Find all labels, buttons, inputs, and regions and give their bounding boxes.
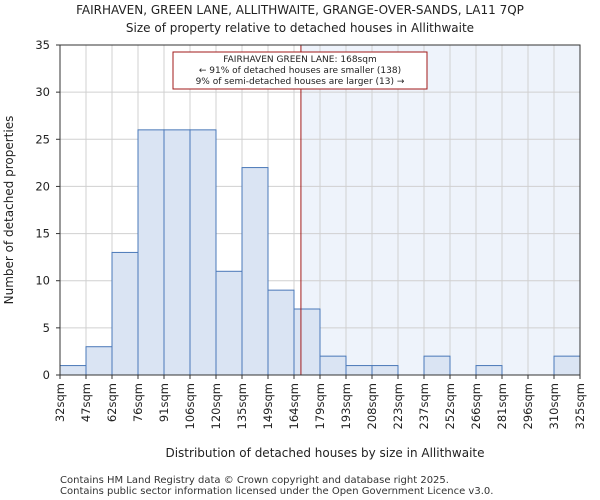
larger-region-shade [300, 45, 580, 375]
footer-line-2: Contains public sector information licen… [60, 486, 493, 497]
x-tick-label: 32sqm [53, 383, 67, 422]
x-tick-label: 149sqm [261, 383, 275, 429]
x-tick-label: 266sqm [469, 383, 483, 429]
bar-149sqm [267, 289, 295, 376]
annotation-line-3: 9% of semi-detached houses are larger (1… [196, 77, 405, 87]
x-tick-label: 223sqm [391, 383, 405, 429]
y-tick-label: 0 [43, 368, 50, 382]
x-tick-label: 310sqm [547, 383, 561, 429]
bar-237sqm [423, 355, 451, 376]
x-tick-label: 193sqm [339, 383, 353, 429]
bar-179sqm [319, 355, 347, 376]
x-tick-label: 62sqm [105, 383, 119, 422]
bar-208sqm [371, 365, 399, 376]
y-tick-label: 10 [35, 274, 50, 288]
x-tick-label: 164sqm [287, 383, 301, 429]
x-tick-label: 76sqm [131, 383, 145, 422]
x-tick-label: 252sqm [443, 383, 457, 429]
bar-106sqm [189, 129, 217, 376]
annotation-line-2: ← 91% of detached houses are smaller (13… [199, 66, 401, 76]
bar-135sqm [241, 167, 269, 376]
chart-subtitle: Size of property relative to detached ho… [126, 21, 474, 35]
y-axis-label: Number of detached properties [2, 116, 16, 305]
x-axis-label: Distribution of detached houses by size … [165, 446, 484, 460]
annotation-line-1: FAIRHAVEN GREEN LANE: 168sqm [223, 55, 376, 65]
y-tick-label: 15 [35, 227, 50, 241]
bar-91sqm [163, 129, 191, 376]
x-tick-label: 237sqm [417, 383, 431, 429]
plot-area: 0 5 10 15 20 25 30 35 32sqm 47sqm 62sqm 76sqm 91sqm 1… [35, 38, 587, 429]
x-tick-label: 208sqm [365, 383, 379, 429]
footer-line-1: Contains HM Land Registry data © Crown c… [60, 475, 449, 486]
x-tick-label: 106sqm [183, 383, 197, 429]
y-tick-label: 30 [35, 85, 50, 99]
bar-62sqm [111, 251, 139, 376]
annotation-box [172, 51, 428, 90]
y-tick-label: 20 [35, 179, 50, 193]
bar-164sqm [293, 308, 321, 376]
x-tick-label: 179sqm [313, 383, 327, 429]
x-tick-label: 47sqm [79, 383, 93, 422]
bar-193sqm [345, 365, 373, 376]
y-tick-label: 5 [43, 321, 50, 335]
bar-32sqm [59, 365, 87, 376]
x-tick-label: 135sqm [235, 383, 249, 429]
y-tick-label: 25 [35, 132, 50, 146]
x-tick-label: 325sqm [573, 383, 587, 429]
x-tick-label: 91sqm [157, 383, 171, 422]
y-tick-label: 35 [35, 38, 50, 52]
x-tick-label: 120sqm [209, 383, 223, 429]
bar-310sqm [553, 355, 581, 376]
x-tick-label: 296sqm [521, 383, 535, 429]
chart-title: FAIRHAVEN, GREEN LANE, ALLITHWAITE, GRAN… [76, 3, 524, 17]
bar-120sqm [215, 270, 243, 376]
bar-76sqm [137, 129, 165, 376]
bar-47sqm [85, 346, 113, 376]
x-tick-label: 281sqm [495, 383, 509, 429]
bar-266sqm [475, 365, 503, 376]
